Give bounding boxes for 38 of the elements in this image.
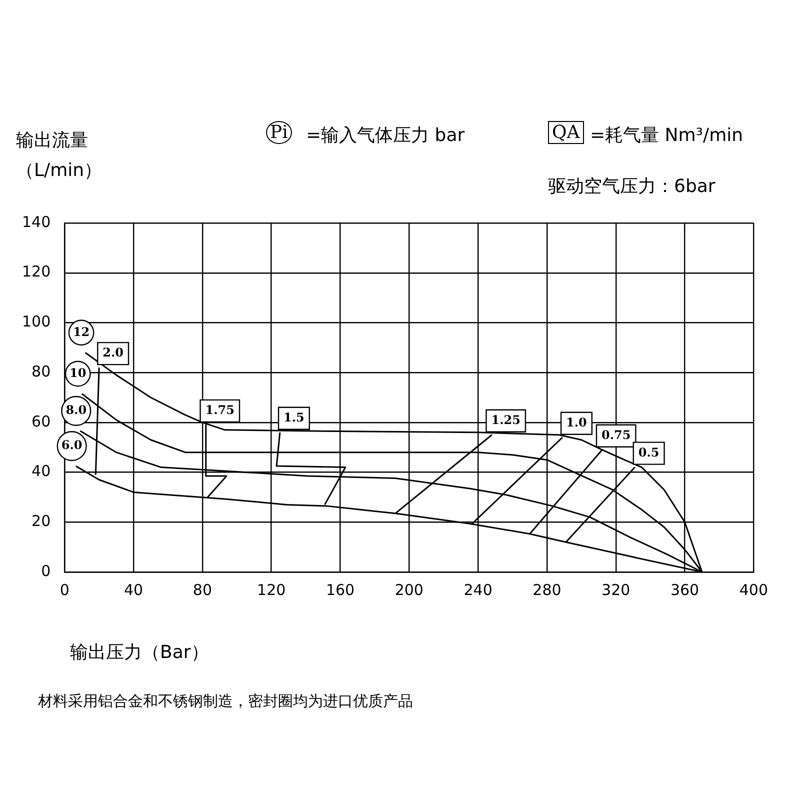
x-tick-label: 240 [464,580,492,599]
series-label: 10 [70,366,86,380]
series-label: 0.75 [601,428,631,442]
x-tick-label: 400 [739,580,768,599]
x-tick-label: 40 [124,580,144,599]
x-tick-label: 320 [602,580,630,599]
x-tick-label: 80 [192,580,212,599]
text: 驱动空气压力：6bar [548,175,716,198]
y-tick-label: 40 [32,462,51,480]
series-label: 1.5 [284,410,304,425]
series-label: 6.0 [61,438,82,452]
x-axis-title: 输出压力（Bar） [70,641,209,664]
y-tick-label: 20 [32,512,51,530]
series-label: 2.0 [102,346,124,360]
text: QA [548,121,584,144]
y-axis-title: 输出流量（L/min） [16,129,102,183]
series-label: 0.5 [638,445,660,460]
text: =耗气量 Nm³/min [590,124,744,147]
y-tick-label: 60 [32,412,51,430]
series-label: 8.0 [66,403,87,418]
y-tick-label: 140 [22,212,51,231]
x-tick-label: 200 [394,580,424,599]
series-label: 12 [72,324,90,339]
x-tick-label: 0 [60,580,70,599]
series-label: 1.75 [205,403,235,418]
y-tick-label: 100 [22,312,51,331]
series-label: 1.0 [566,416,587,430]
series-label: 1.25 [491,413,520,428]
x-tick-label: 280 [532,580,562,599]
x-tick-label: 120 [257,580,286,599]
text: =输入气体压力 bar [306,124,465,147]
text: Pi [266,121,292,144]
y-tick-label: 0 [41,562,51,580]
x-tick-label: 160 [326,580,355,599]
x-tick-label: 360 [670,580,700,599]
text: 材料采用铝合金和不锈钢制造，密封圈均为进口优质产品 [38,692,413,711]
y-tick-label: 120 [22,262,51,281]
y-tick-label: 80 [32,362,51,380]
